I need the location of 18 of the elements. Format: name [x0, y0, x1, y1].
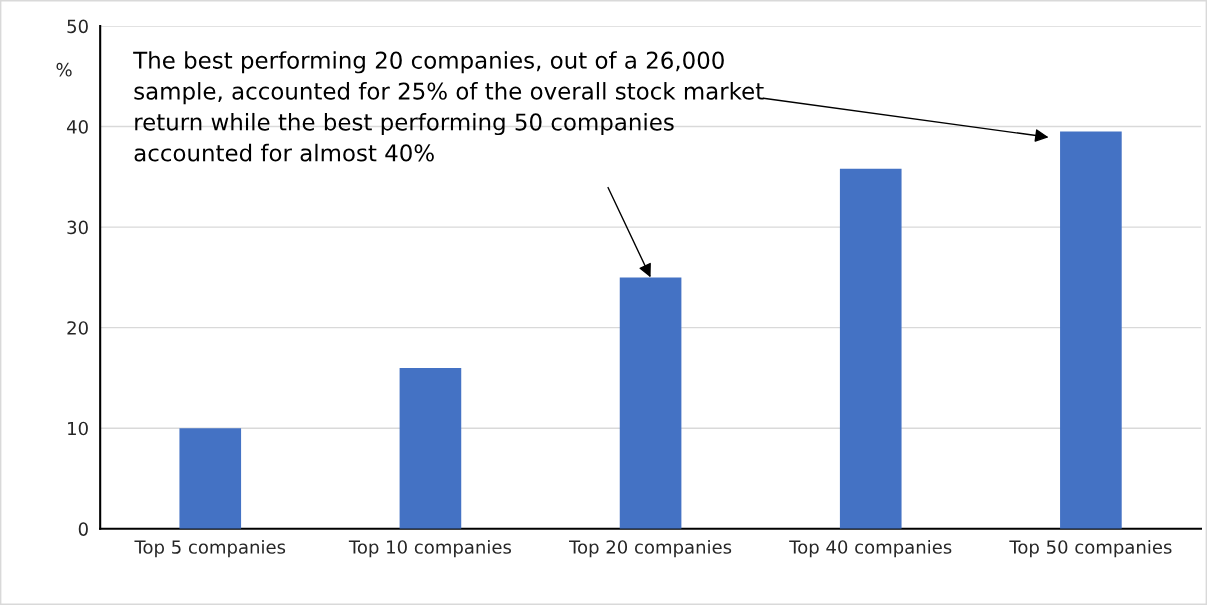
bar	[619, 277, 682, 529]
bar	[1060, 131, 1122, 529]
annotation: The best performing 20 companies, out of a 26,000 sample, accounted for 25% of the overall stock market return while the best performing 50 companies accounted for almost 40%	[133, 51, 764, 162]
bar	[179, 428, 242, 529]
y-tick-label: 20	[67, 321, 88, 335]
x-tick-label: Top 50 companies	[1009, 539, 1172, 558]
bar	[399, 367, 462, 529]
y-tick-label: 40	[66, 120, 88, 134]
x-tick-label: Top 10 companies	[348, 539, 512, 558]
y-tick-label: 0	[78, 522, 88, 536]
x-tick-label: Top 20 companies	[569, 539, 732, 558]
x-tick-label: Top 40 companies	[789, 539, 952, 558]
bar	[839, 168, 902, 529]
y-tick-label: 10	[68, 421, 88, 436]
y-tick-label: 50	[67, 19, 88, 34]
y-tick-label: 30	[67, 220, 88, 235]
y-axis-title: %	[56, 62, 72, 77]
x-tick-label: Top 5 companies	[134, 539, 286, 558]
